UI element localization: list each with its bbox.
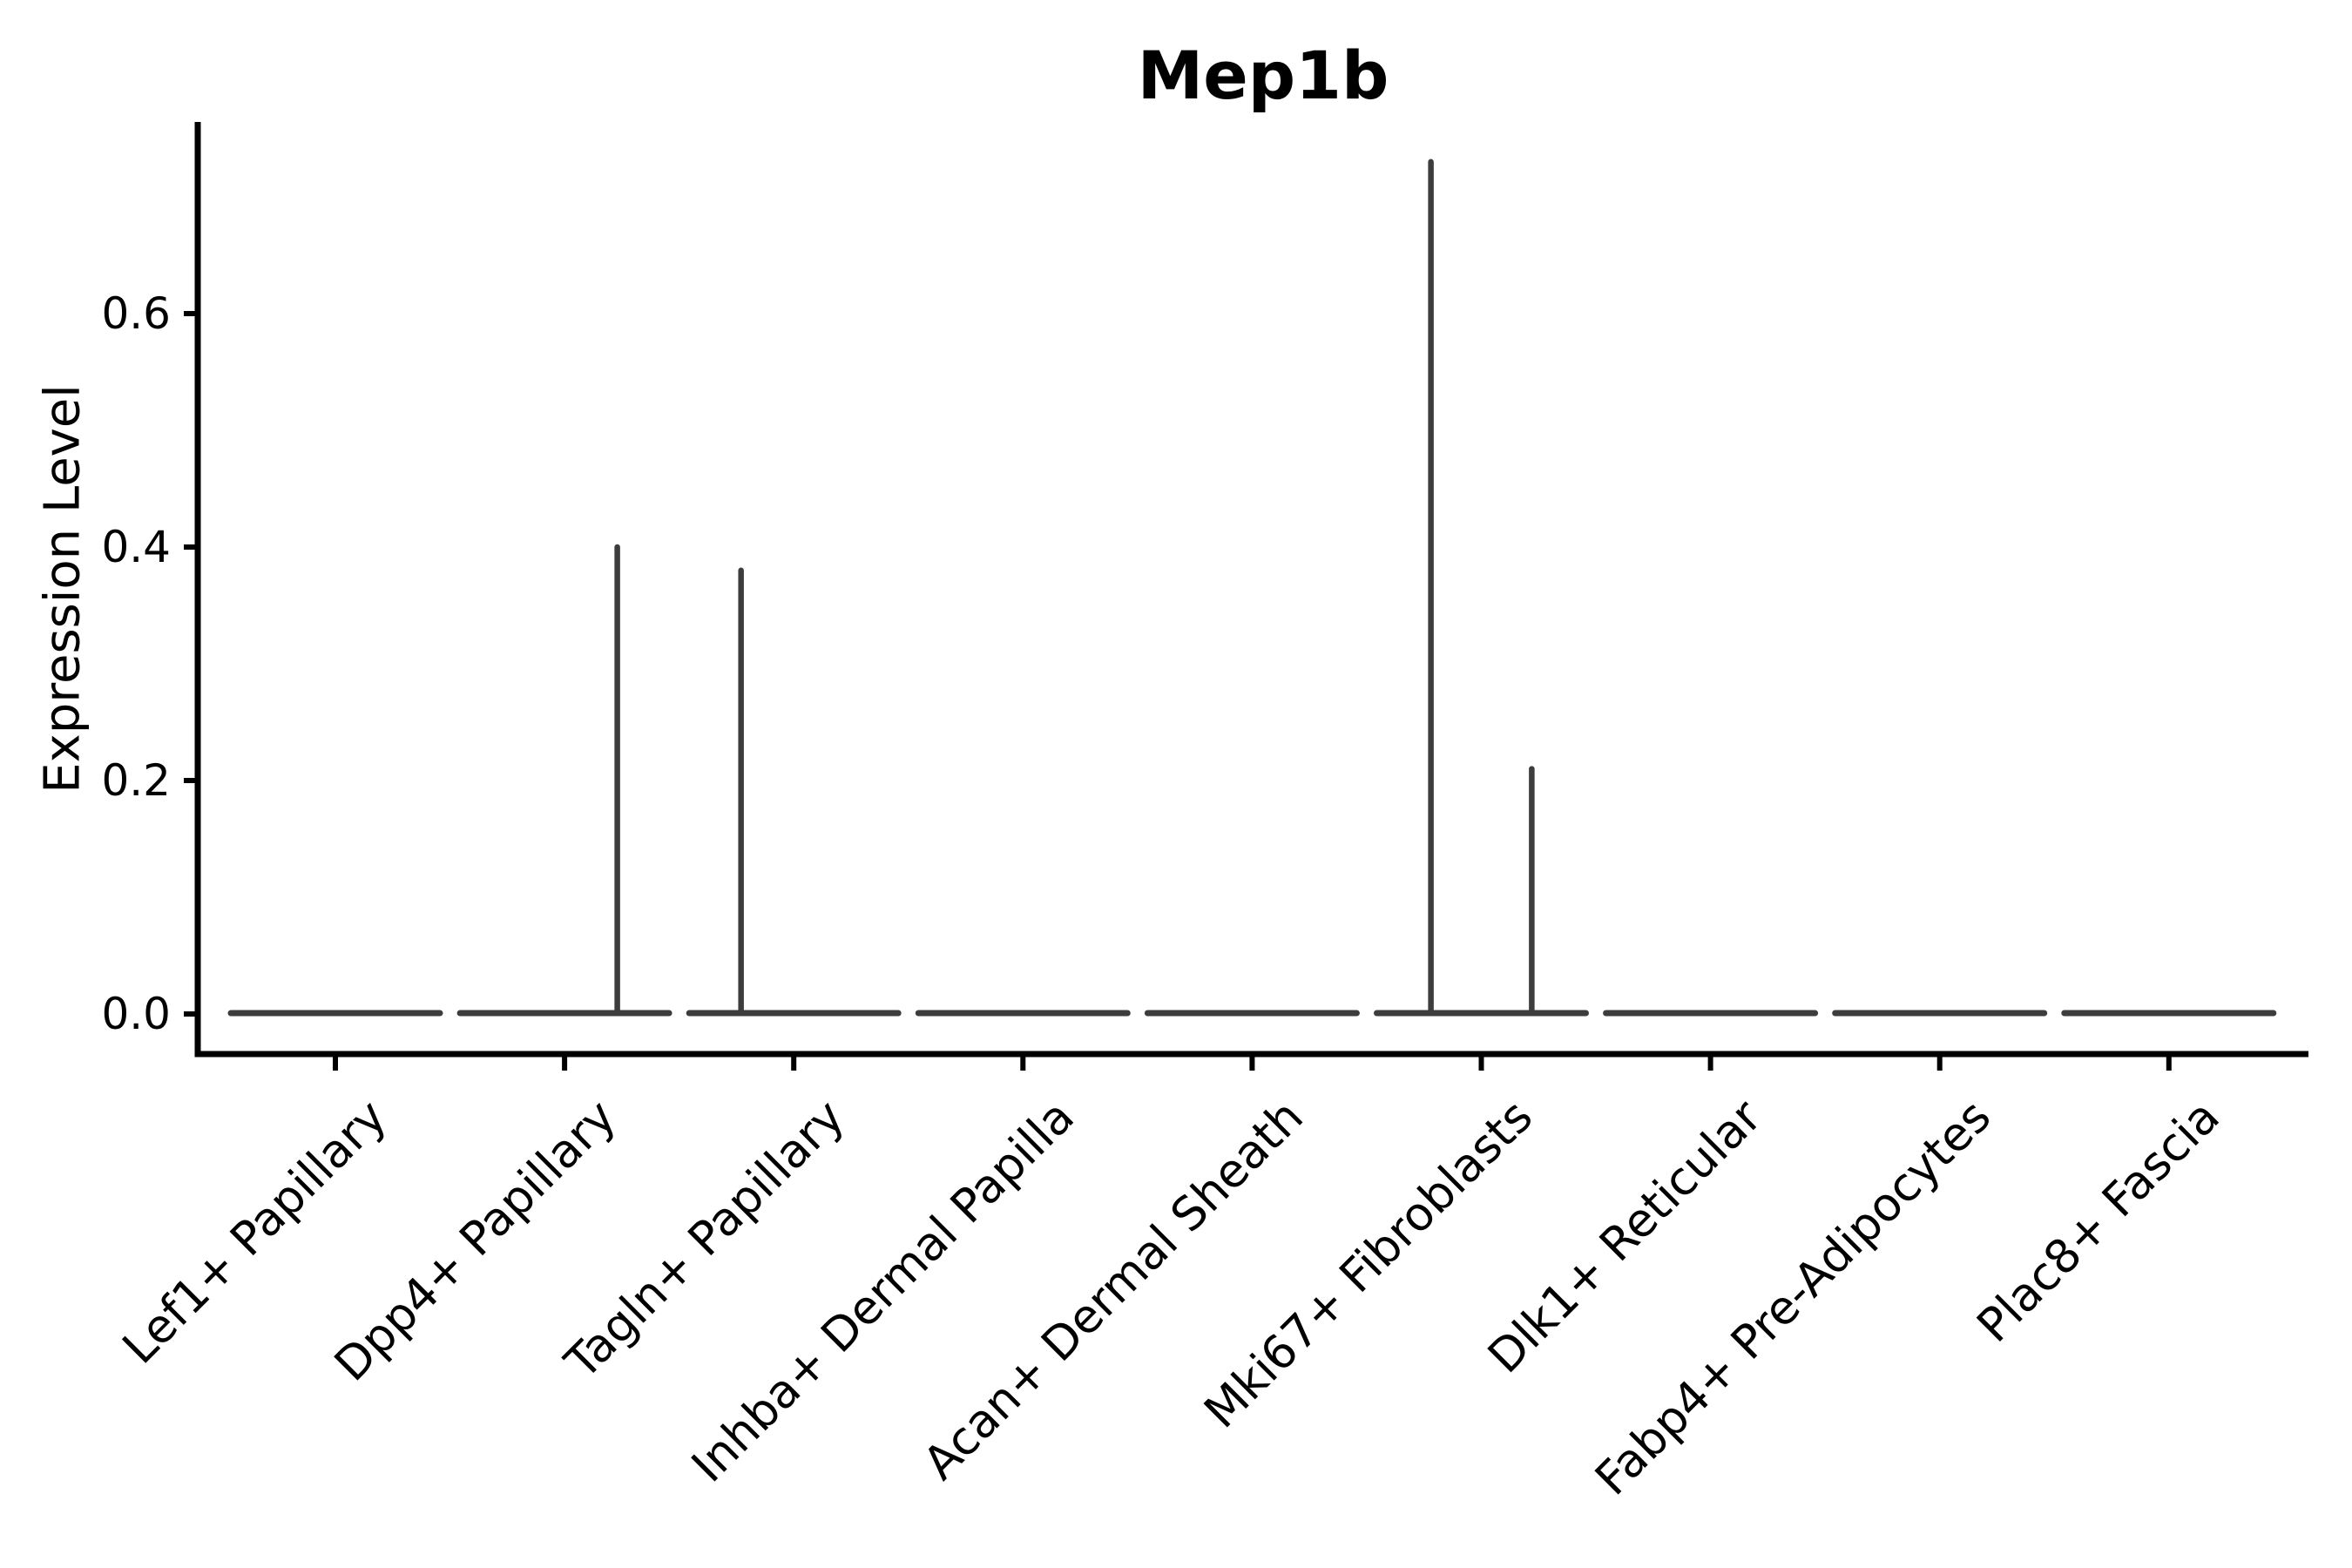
y-tick-label: 0.4 [101,522,171,572]
chart-title: Mep1b [1137,37,1389,114]
y-tick-label: 0.2 [101,755,171,806]
y-tick-label: 0.0 [101,989,171,1039]
y-tick-label: 0.6 [101,288,171,339]
